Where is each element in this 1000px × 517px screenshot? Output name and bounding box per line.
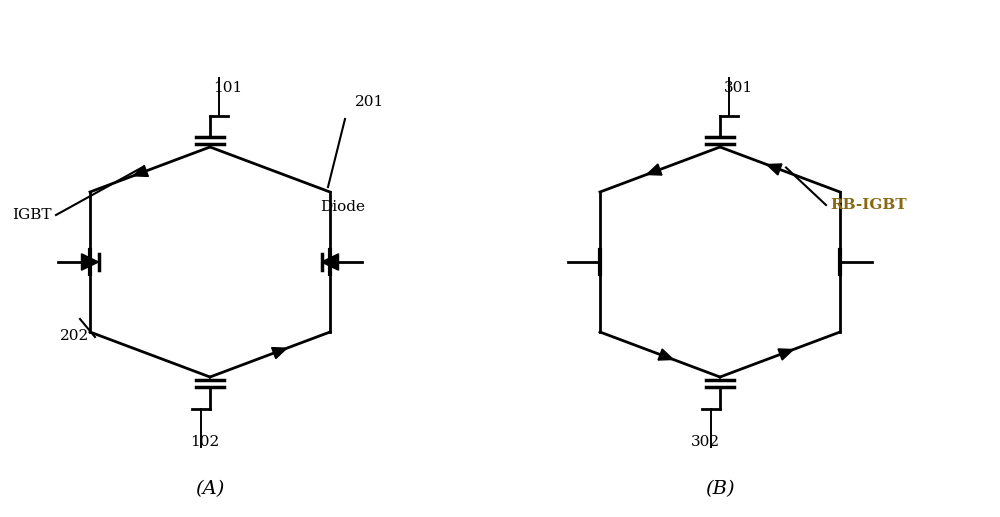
Polygon shape — [322, 254, 338, 270]
Polygon shape — [658, 349, 673, 360]
Text: 202: 202 — [60, 329, 89, 343]
Text: IGBT: IGBT — [12, 208, 52, 222]
Text: 102: 102 — [190, 435, 220, 449]
Polygon shape — [272, 347, 287, 359]
Text: 301: 301 — [723, 81, 753, 95]
Text: (B): (B) — [705, 480, 735, 498]
Polygon shape — [82, 254, 99, 270]
Text: RB-IGBT: RB-IGBT — [830, 198, 907, 212]
Text: 101: 101 — [213, 81, 243, 95]
Polygon shape — [133, 165, 148, 176]
Text: 201: 201 — [355, 95, 384, 109]
Text: 302: 302 — [690, 435, 720, 449]
Polygon shape — [767, 164, 782, 175]
Text: (A): (A) — [195, 480, 225, 498]
Polygon shape — [778, 349, 793, 360]
Polygon shape — [647, 164, 662, 175]
Text: Diode: Diode — [320, 200, 365, 214]
